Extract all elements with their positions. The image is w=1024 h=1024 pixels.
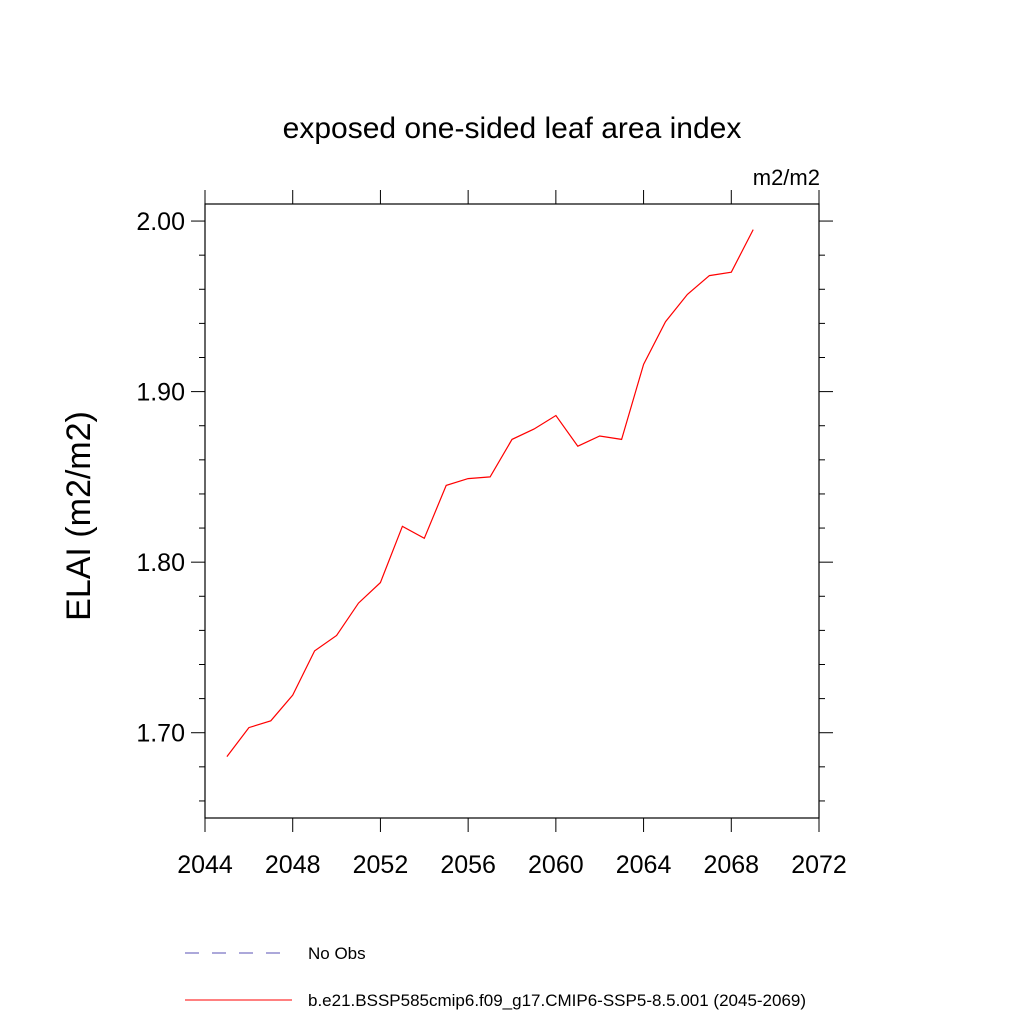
data-point	[489, 475, 492, 478]
axis-ticks	[191, 190, 833, 832]
data-point	[225, 755, 228, 758]
x-tick-label: 2064	[616, 851, 672, 879]
data-point	[423, 537, 426, 540]
x-tick-label: 2052	[353, 851, 409, 879]
x-tick-label: 2056	[440, 851, 496, 879]
data-point	[467, 477, 470, 480]
x-tick-label: 2048	[265, 851, 321, 879]
data-point	[664, 320, 667, 323]
legend: No Obs b.e21.BSSP585cmip6.f09_g17.CMIP6-…	[185, 944, 806, 1010]
data-point	[598, 434, 601, 437]
data-point	[576, 445, 579, 448]
x-tick-label: 2044	[177, 851, 233, 879]
y-tick-label: 1.90	[136, 379, 185, 407]
y-axis-label: ELAI (m2/m2)	[60, 411, 98, 621]
data-point	[357, 602, 360, 605]
data-point	[620, 438, 623, 441]
legend-label-series: b.e21.BSSP585cmip6.f09_g17.CMIP6-SSP5-8.…	[308, 991, 806, 1010]
y-tick-label: 1.70	[136, 720, 185, 748]
data-point	[554, 414, 557, 417]
data-point	[730, 271, 733, 274]
data-point	[335, 634, 338, 637]
x-tick-label: 2068	[703, 851, 759, 879]
data-point	[291, 694, 294, 697]
units-label: m2/m2	[753, 165, 820, 190]
data-point	[313, 649, 316, 652]
data-point	[752, 228, 755, 231]
plot-frame	[204, 203, 820, 819]
y-tick-label: 2.00	[136, 208, 185, 236]
data-point	[532, 428, 535, 431]
data-point	[511, 438, 514, 441]
data-point	[269, 719, 272, 722]
series-line	[226, 229, 754, 757]
data-point	[445, 484, 448, 487]
data-point	[686, 293, 689, 296]
x-tick-label: 2072	[791, 851, 847, 879]
x-tick-label: 2060	[528, 851, 584, 879]
data-point	[401, 525, 404, 528]
data-point	[379, 581, 382, 584]
chart-title: exposed one-sided leaf area index	[283, 112, 742, 145]
data-point	[708, 274, 711, 277]
data-point	[247, 726, 250, 729]
axis-tick-labels: 2044 2048 2052 2056 2060 2064 2068 2072 1.70 1.80…	[136, 208, 846, 879]
legend-label-no-obs: No Obs	[308, 944, 366, 963]
y-tick-label: 1.80	[136, 549, 185, 577]
data-point	[642, 363, 645, 366]
series-layer	[225, 228, 755, 758]
